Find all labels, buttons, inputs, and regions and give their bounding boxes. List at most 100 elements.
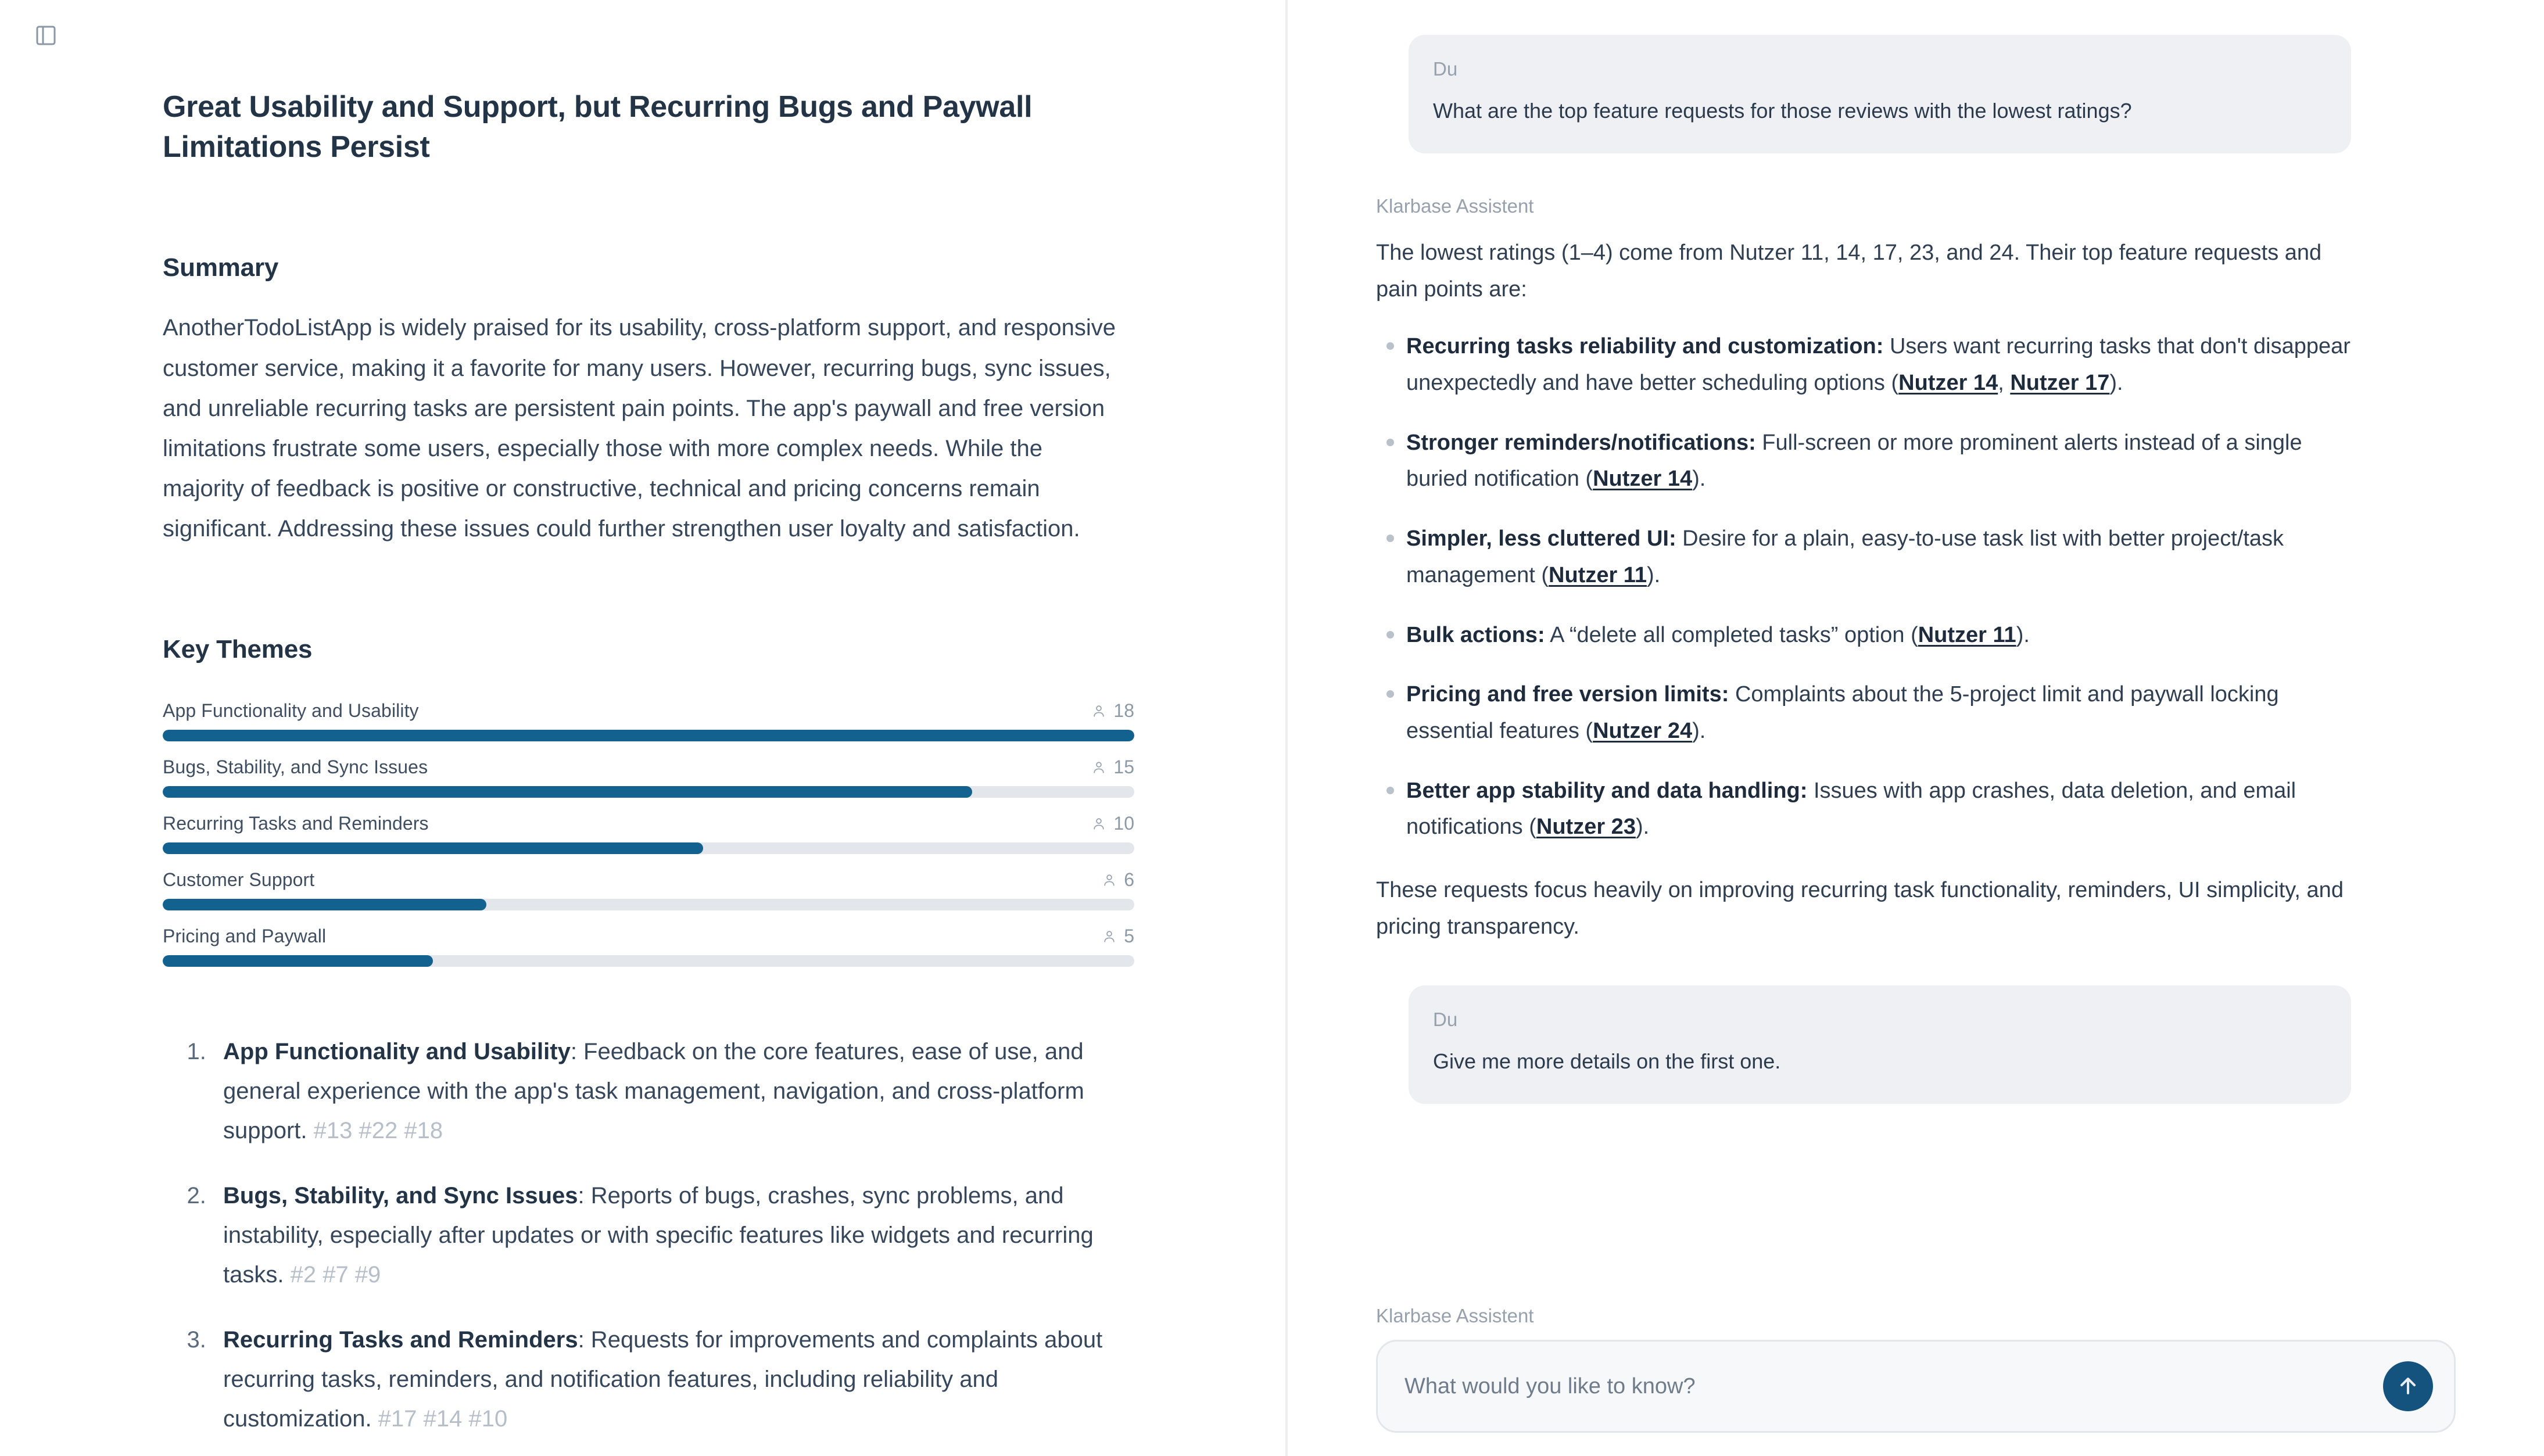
user-icon bbox=[1091, 816, 1106, 831]
list-item: App Functionality and Usability: Feedbac… bbox=[213, 1032, 1123, 1150]
theme-count-value: 5 bbox=[1124, 926, 1134, 947]
citation-link[interactable]: Nutzer 23 bbox=[1536, 815, 1636, 840]
list-item: Stronger reminders/notifications: Full-s… bbox=[1386, 425, 2359, 497]
key-themes-heading: Key Themes bbox=[163, 635, 313, 664]
citation-link[interactable]: Nutzer 24 bbox=[1593, 718, 1693, 743]
theme-count: 5 bbox=[1102, 926, 1134, 947]
list-item-refs[interactable]: #17 #14 #10 bbox=[378, 1406, 508, 1432]
theme-count-value: 18 bbox=[1113, 700, 1134, 722]
theme-label: Recurring Tasks and Reminders bbox=[163, 813, 429, 834]
theme-bar-fill bbox=[163, 730, 1134, 742]
citation-link[interactable]: Nutzer 14 bbox=[1898, 371, 1998, 396]
list-item-text: : Requests for improvements and complain… bbox=[223, 1327, 1103, 1432]
bullet-title: Better app stability and data handling: bbox=[1406, 778, 1808, 803]
theme-description-list: App Functionality and Usability: Feedbac… bbox=[163, 1032, 1123, 1439]
list-item: Recurring Tasks and Reminders: Requests … bbox=[213, 1320, 1123, 1439]
bullet-body: A “delete all completed tasks” option ( bbox=[1545, 622, 1918, 647]
user-speaker-label: Du bbox=[1433, 1009, 1458, 1031]
list-item-refs[interactable]: #2 #7 #9 bbox=[290, 1262, 381, 1288]
bullet-body: Issues with app crashes, data deletion, … bbox=[1406, 778, 2296, 840]
list-item-text: : Reports of bugs, crashes, sync problem… bbox=[223, 1183, 1094, 1288]
chat-input[interactable] bbox=[1404, 1373, 2373, 1399]
bullet-title: Recurring tasks reliability and customiz… bbox=[1406, 334, 1884, 359]
list-item: Simpler, less cluttered UI: Desire for a… bbox=[1386, 521, 2359, 593]
theme-row[interactable]: Customer Support 6 bbox=[163, 869, 1134, 911]
user-message-text: What are the top feature requests for th… bbox=[1433, 99, 2132, 123]
theme-row[interactable]: App Functionality and Usability 18 bbox=[163, 700, 1134, 742]
theme-label: Customer Support bbox=[163, 869, 315, 891]
summary-paragraph: AnotherTodoListApp is widely praised for… bbox=[163, 315, 1116, 542]
theme-bar-track bbox=[163, 899, 1134, 911]
list-item-title: Recurring Tasks and Reminders bbox=[223, 1327, 578, 1353]
theme-bar-fill bbox=[163, 955, 433, 967]
bullet-body: Full-screen or more prominent alerts ins… bbox=[1406, 430, 2302, 492]
page-title: Great Usability and Support, but Recurri… bbox=[163, 90, 1033, 164]
citation-link[interactable]: Nutzer 14 bbox=[1593, 467, 1693, 492]
document-content: Great Usability and Support, but Recurri… bbox=[0, 0, 1285, 1439]
chat-composer: Klarbase Assistent bbox=[1376, 1305, 2456, 1433]
list-item: Bugs, Stability, and Sync Issues: Report… bbox=[213, 1176, 1123, 1294]
theme-row[interactable]: Bugs, Stability, and Sync Issues 15 bbox=[163, 756, 1134, 798]
key-themes-chart: App Functionality and Usability 18 bbox=[163, 700, 1134, 967]
user-message-text: Give me more details on the first one. bbox=[1433, 1049, 1781, 1074]
list-item-title: Bugs, Stability, and Sync Issues bbox=[223, 1183, 578, 1209]
theme-count-value: 6 bbox=[1124, 869, 1134, 891]
theme-label: Bugs, Stability, and Sync Issues bbox=[163, 756, 428, 778]
list-item-refs[interactable]: #13 #22 #18 bbox=[313, 1118, 443, 1144]
theme-row[interactable]: Pricing and Paywall 5 bbox=[163, 926, 1134, 967]
user-icon bbox=[1102, 873, 1117, 888]
list-item: Bulk actions: A “delete all completed ta… bbox=[1386, 617, 2359, 654]
bullet-title: Simpler, less cluttered UI: bbox=[1406, 526, 1676, 551]
theme-bar-track bbox=[163, 730, 1134, 742]
summary-heading: Summary bbox=[163, 253, 279, 282]
theme-label: App Functionality and Usability bbox=[163, 700, 419, 722]
theme-count: 15 bbox=[1091, 756, 1134, 778]
theme-count: 10 bbox=[1091, 813, 1134, 834]
theme-count-value: 10 bbox=[1113, 813, 1134, 834]
theme-row[interactable]: Recurring Tasks and Reminders 10 bbox=[163, 813, 1134, 855]
composer-box[interactable] bbox=[1376, 1340, 2456, 1433]
list-item-title: App Functionality and Usability bbox=[223, 1039, 571, 1065]
theme-bar-fill bbox=[163, 899, 486, 911]
bullet-body: Complaints about the 5-project limit and… bbox=[1406, 682, 2279, 743]
assistant-closing-paragraph: These requests focus heavily on improvin… bbox=[1376, 877, 2344, 939]
user-message-bubble: Du Give me more details on the first one… bbox=[1409, 985, 2351, 1104]
theme-bar-fill bbox=[163, 842, 703, 855]
bullet-body: ). bbox=[1692, 467, 1706, 492]
theme-count: 18 bbox=[1091, 700, 1134, 722]
list-item-text: : Feedback on the core features, ease of… bbox=[223, 1039, 1084, 1144]
theme-count: 6 bbox=[1102, 869, 1134, 891]
theme-label: Pricing and Paywall bbox=[163, 926, 327, 947]
composer-assistant-label: Klarbase Assistent bbox=[1376, 1305, 1534, 1326]
assistant-message: Klarbase Assistent The lowest ratings (1… bbox=[1376, 195, 2456, 945]
list-item: Recurring tasks reliability and customiz… bbox=[1386, 328, 2359, 401]
citation-link[interactable]: Nutzer 17 bbox=[2010, 371, 2110, 396]
user-message-bubble: Du What are the top feature requests for… bbox=[1409, 35, 2351, 153]
theme-bar-track bbox=[163, 786, 1134, 798]
bullet-body: , bbox=[1998, 371, 2011, 396]
user-icon bbox=[1091, 704, 1106, 719]
theme-bar-fill bbox=[163, 786, 972, 798]
bullet-title: Stronger reminders/notifications: bbox=[1406, 430, 1756, 455]
assistant-intro-paragraph: The lowest ratings (1–4) come from Nutze… bbox=[1376, 241, 2322, 302]
bullet-body: Users want recurring tasks that don't di… bbox=[1406, 334, 2350, 396]
list-item: Better app stability and data handling: … bbox=[1386, 773, 2359, 845]
document-panel: Great Usability and Support, but Recurri… bbox=[0, 0, 1288, 1456]
assistant-speaker-label: Klarbase Assistent bbox=[1376, 195, 1534, 217]
chat-panel: Du What are the top feature requests for… bbox=[1288, 0, 2544, 1456]
user-icon bbox=[1091, 760, 1106, 775]
citation-link[interactable]: Nutzer 11 bbox=[1549, 562, 1647, 587]
panel-toggle-icon bbox=[34, 24, 58, 47]
theme-count-value: 15 bbox=[1113, 756, 1134, 778]
chat-message-list[interactable]: Du What are the top feature requests for… bbox=[1376, 0, 2456, 1104]
arrow-up-icon bbox=[2395, 1373, 2421, 1400]
citation-link[interactable]: Nutzer 11 bbox=[1918, 622, 2016, 647]
send-button[interactable] bbox=[2383, 1361, 2433, 1411]
theme-bar-track bbox=[163, 955, 1134, 967]
user-icon bbox=[1102, 929, 1117, 944]
assistant-bullet-list: Recurring tasks reliability and customiz… bbox=[1376, 328, 2456, 845]
panel-toggle-button[interactable] bbox=[28, 17, 64, 53]
bullet-body: ). bbox=[1646, 562, 1661, 587]
bullet-body: Desire for a plain, easy-to-use task lis… bbox=[1406, 526, 2284, 587]
